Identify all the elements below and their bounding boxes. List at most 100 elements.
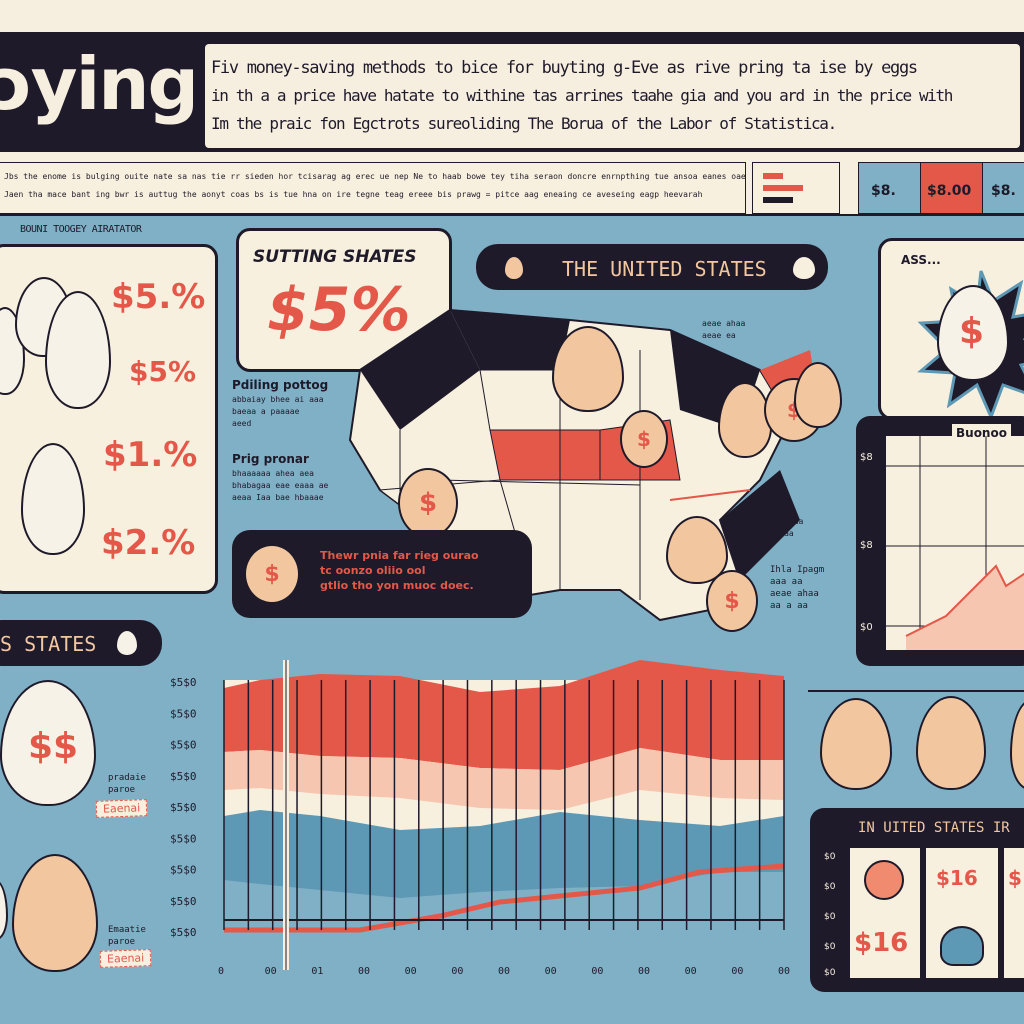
ticker-tab-3-label: $8. <box>991 183 1016 199</box>
ticker-text-box: Jbs the enome is bulging ouite nate sa n… <box>0 162 746 214</box>
left-values-panel: $5.% $5% $1.% $2.% <box>0 244 218 594</box>
br-ylabel-1: $0 <box>824 852 836 862</box>
main-chart-xlabel: 00 <box>638 966 650 977</box>
egg-icon <box>718 382 772 458</box>
bottom-right-title: IN UITED STATES IR <box>858 820 1010 836</box>
value-4: $2.% <box>101 523 196 563</box>
br-ylabel-4: $0 <box>824 942 836 952</box>
main-chart-xlabel: 00 <box>778 966 790 977</box>
dollar-coin-icon: $ <box>620 410 668 468</box>
main-chart-ylabel: $5$0 <box>170 926 197 939</box>
ticker-tab-1-label: $8. <box>871 183 896 199</box>
dollar-coin-icon: $ <box>398 468 458 538</box>
header-line-2: in th a a price have hatate to withine t… <box>211 86 953 105</box>
value-2: $5% <box>129 355 197 388</box>
value-3: $1.% <box>103 435 198 475</box>
ticker-text-2: Jaen tha mace bant ing bwr is auttug the… <box>4 190 703 199</box>
map-title-pill: THE UNITED STATES <box>476 244 828 290</box>
br-ylabel-5: $0 <box>824 968 836 978</box>
ticker-mini-chart <box>752 162 840 214</box>
ticker-text-1: Jbs the enome is bulging ouite nate sa n… <box>4 172 746 181</box>
left-heading: BOUNI TOOGEY AIRATATOR <box>20 224 142 235</box>
main-chart-ylabel: $5$0 <box>170 707 197 720</box>
map-label-1: aeae ahaa aeae ea <box>702 319 746 340</box>
value-1: $5.% <box>111 277 206 317</box>
br-value-3: $16 <box>1008 866 1024 890</box>
br-ylabel-2: $0 <box>824 882 836 892</box>
egg-icon <box>552 326 624 412</box>
bottom-right-panel: IN UITED STATES IR $0 $0 $0 $0 $0 $16 $1… <box>810 808 1024 992</box>
main-chart-ylabel: $5$0 <box>170 801 197 814</box>
note-2-body: bhaaaaaa ahea aea bhabagaa eae eaaa ae a… <box>232 469 329 502</box>
callout-title: SUTTING SHATES <box>253 247 417 267</box>
main-chart-xlabel: 00 <box>451 966 463 977</box>
right-top-label: ASS... <box>901 253 941 267</box>
br-cell-2: $16 <box>926 848 998 978</box>
tag-2: Eaenai <box>99 949 152 968</box>
dollar-sign: $ <box>959 311 985 352</box>
note-1-title: Pdiling pottog <box>232 378 329 392</box>
callout-panel: SUTTING SHATES $5% <box>236 228 452 372</box>
main-chart-xlabel: 00 <box>545 966 557 977</box>
main-chart-xlabel: 00 <box>731 966 743 977</box>
main-chart-xlabel: 00 <box>591 966 603 977</box>
main-chart-xlabel: 00 <box>498 966 510 977</box>
br-value-1: $16 <box>854 928 909 958</box>
br-cell-3: $16 <box>1004 848 1024 978</box>
egg-icon <box>21 443 85 555</box>
main-chart-xlabel: 00 <box>358 966 370 977</box>
egg-icon: $ <box>937 285 1009 381</box>
egg-icon <box>792 256 816 280</box>
map-title: THE UNITED STATES <box>562 257 767 281</box>
egg-icon <box>794 362 842 428</box>
dollar-coin-icon <box>864 860 904 900</box>
egg-icon <box>45 291 111 409</box>
ticker-tab-3[interactable]: $8. <box>982 162 1024 214</box>
line-chart-ylabel-2: $8 <box>860 540 873 551</box>
main-chart-ylabel: $5$0 <box>170 864 197 877</box>
main-chart-ylabel: $5$0 <box>170 895 197 908</box>
callout-value: $5% <box>267 275 411 345</box>
ticker-tab-2[interactable]: $8.00 <box>920 162 984 214</box>
main-chart-xlabel: 00 <box>685 966 697 977</box>
egg-icon <box>940 926 984 966</box>
map-label-3: Ihla Ipagm aaa aa aeae ahaa aa a aa <box>770 565 825 611</box>
header-line-1: Fiv money-saving methods to bice for buy… <box>211 58 918 78</box>
header-title: ɔying <box>0 42 199 126</box>
dollar-coin-icon: $ <box>706 570 758 632</box>
main-chart-ylabel: $5$0 <box>170 739 197 752</box>
tag-1-title: pradaie paroe <box>108 773 146 795</box>
egg-icon <box>820 698 892 790</box>
line-chart-ylabel-1: $8 <box>860 452 873 463</box>
br-ylabel-3: $0 <box>824 912 836 922</box>
header-line-3: Im the praic fon Egctrots sureoliding Th… <box>211 114 837 133</box>
main-chart-ylabel: $5$0 <box>170 832 197 845</box>
main-chart-ylabel: $5$0 <box>170 770 197 783</box>
egg-icon <box>12 854 98 972</box>
tag-1: Eaenai <box>95 799 148 818</box>
right-top-panel: ASS... $ <box>878 238 1024 420</box>
line-chart-panel: Buonoo $8 $8 $0 <box>856 416 1024 666</box>
tip-text: Thewr pnia far rieg ourao tc oonzo oliio… <box>320 549 479 592</box>
ticker-tab-1[interactable]: $8. <box>858 162 922 214</box>
main-chart-xlabel: 00 <box>265 966 277 977</box>
tip-pill: $ Thewr pnia far rieg ourao tc oonzo oli… <box>232 530 532 618</box>
br-cell-1: $16 <box>850 848 920 978</box>
states-label: S STATES <box>0 632 97 656</box>
main-chart-ylabel: $5$0 <box>170 676 197 689</box>
ticker-row: Jbs the enome is bulging ouite nate sa n… <box>0 158 1024 216</box>
ticker-tab-2-label: $8.00 <box>927 183 972 199</box>
egg-icon <box>666 516 728 584</box>
line-chart-title: Buonoo <box>952 424 1011 442</box>
main-chart-xlabel: 0 <box>218 966 224 977</box>
egg-icon <box>504 256 524 280</box>
egg-icon <box>916 696 986 790</box>
header-bar: ɔying Fiv money-saving methods to bice f… <box>0 32 1024 152</box>
note-1-body: abbaiay bhee ai aaa baeaa a paaaae aeed <box>232 395 324 428</box>
line-chart-ylabel-3: $0 <box>860 622 873 633</box>
main-chart-xlabel: 00 <box>405 966 417 977</box>
egg-icon: $$ <box>0 680 96 806</box>
tag-2-title: Emaatie paroe <box>108 925 146 947</box>
note-2-title: Prig pronar <box>232 452 309 466</box>
map-label-2: aaaaaa aa aaae aa <box>760 517 804 538</box>
